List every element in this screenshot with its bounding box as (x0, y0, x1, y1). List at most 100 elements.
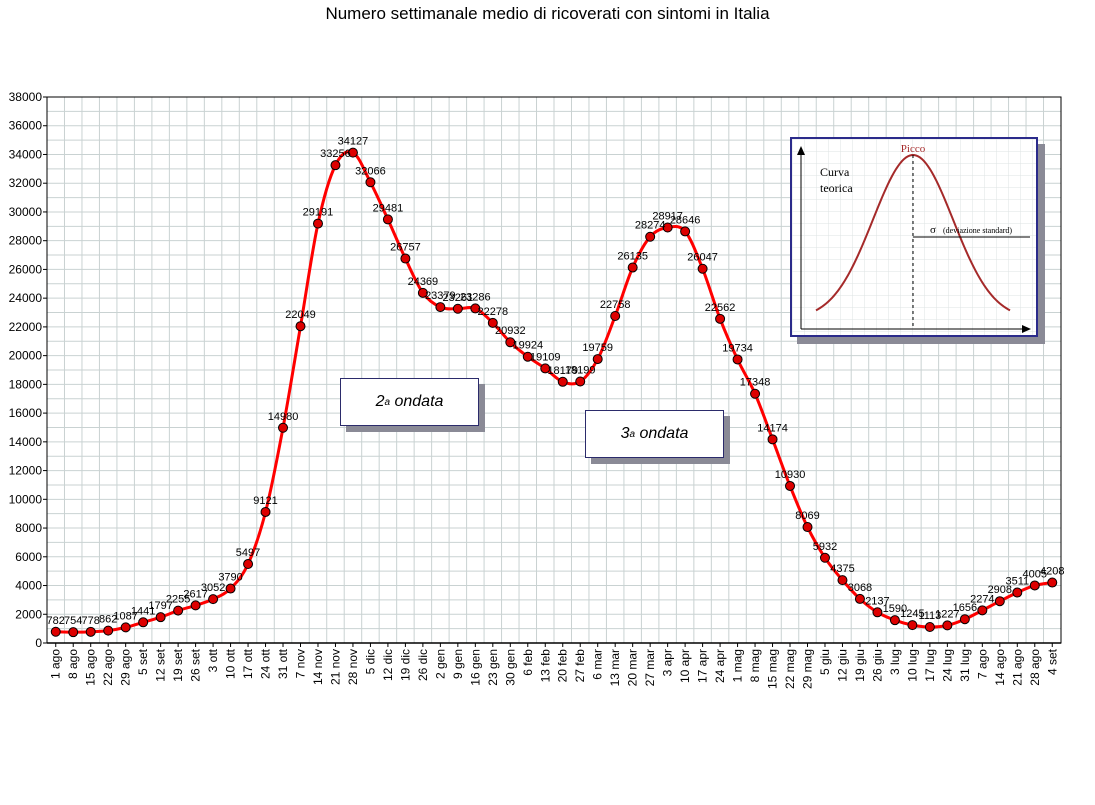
x-tick-label: 21 nov (328, 649, 342, 685)
x-tick-label: 20 feb (556, 649, 570, 683)
chart-title: Numero settimanale medio di ricoverati c… (325, 4, 770, 23)
y-tick-label: 26000 (9, 262, 43, 276)
x-tick-label: 26 dic (416, 649, 430, 681)
data-point (540, 363, 551, 374)
annotation-wave-2-number: 2 (375, 393, 385, 410)
x-tick-label: 27 mar (643, 649, 657, 686)
annotation-wave-3-superscript: a (629, 428, 636, 440)
x-tick-label: 13 mar (608, 649, 622, 686)
x-tick-label: 30 gen (503, 649, 517, 686)
data-label: 1590 (883, 603, 907, 615)
y-tick-label: 16000 (9, 406, 43, 420)
x-tick-label: 8 mag (748, 649, 762, 682)
y-tick-label: 8000 (15, 521, 42, 535)
data-label: 33256 (320, 148, 351, 160)
data-point (173, 605, 184, 616)
data-point (697, 263, 708, 274)
x-tick-label: 5 dic (363, 649, 377, 674)
data-point (942, 620, 953, 631)
data-label: 2137 (865, 595, 889, 607)
inset-sigma-label: (deviazione standard) (943, 226, 1012, 235)
data-point (610, 311, 621, 322)
data-label: 29191 (303, 207, 334, 219)
x-tick-label: 31 lug (958, 649, 972, 682)
data-label: 32066 (355, 165, 386, 177)
inset-y-axis-arrow-icon (797, 146, 805, 155)
data-label: 1441 (131, 605, 155, 617)
x-tick-label: 10 apr (678, 649, 692, 683)
data-point (680, 226, 691, 237)
data-label: 4005 (1023, 568, 1047, 580)
data-label: 19109 (530, 351, 561, 363)
data-label: 10930 (775, 469, 806, 481)
data-label: 26047 (687, 252, 718, 264)
x-tick-label: 19 set (171, 648, 185, 681)
data-point (1029, 580, 1040, 591)
data-label: 23379 (425, 290, 456, 302)
y-tick-label: 34000 (9, 147, 43, 161)
data-point (243, 559, 254, 570)
data-point (103, 625, 114, 636)
x-tick-label: 14 nov (311, 649, 325, 685)
data-label: 1245 (900, 608, 924, 620)
y-tick-label: 0 (35, 636, 42, 650)
data-label: 2255 (166, 594, 190, 606)
x-tick-label: 28 nov (346, 649, 360, 685)
data-label: 5497 (236, 547, 260, 559)
data-point (417, 287, 428, 298)
data-label: 862 (99, 614, 117, 626)
x-tick-label: 13 feb (538, 649, 552, 683)
data-label: 22278 (478, 306, 509, 318)
x-tick-label: 22 mag (783, 649, 797, 689)
x-tick-label: 26 giu (870, 649, 884, 682)
data-point (487, 317, 498, 328)
data-label: 29481 (373, 202, 404, 214)
x-tick-label: 15 mag (766, 649, 780, 689)
data-label: 28917 (652, 211, 683, 223)
data-point (645, 231, 656, 242)
x-tick-label: 12 dic (381, 649, 395, 681)
y-tick-label: 4000 (15, 579, 42, 593)
data-point (50, 626, 61, 637)
data-point (260, 506, 271, 517)
x-tick-label: 10 ott (224, 648, 238, 679)
data-point (225, 583, 236, 594)
data-label: 18199 (565, 365, 596, 377)
annotation-wave-3-text: ondata (635, 425, 689, 442)
y-tick-label: 36000 (9, 119, 43, 133)
x-tick-label: 17 lug (923, 649, 937, 682)
inset-curve-label-line1: Curva (820, 165, 850, 179)
data-point (802, 522, 813, 533)
annotation-wave-2-superscript: a (384, 396, 391, 408)
data-label: 20932 (495, 325, 526, 337)
y-tick-label: 12000 (9, 464, 43, 478)
data-point (924, 622, 935, 633)
x-tick-label: 31 ott (276, 648, 290, 679)
data-label: 3511 (1005, 576, 1029, 588)
data-point (347, 147, 358, 158)
x-tick-label: 6 feb (521, 649, 535, 676)
data-label: 19759 (582, 342, 613, 354)
data-label: 14980 (268, 411, 299, 423)
data-point (120, 622, 131, 633)
inset-peak-label: Picco (901, 143, 926, 155)
x-tick-label: 8 ago (66, 649, 80, 679)
data-point (994, 596, 1005, 607)
x-tick-label: 4 set (1045, 648, 1059, 675)
data-label: 3068 (848, 582, 872, 594)
data-label: 5932 (813, 541, 837, 553)
data-label: 19734 (722, 342, 753, 354)
x-tick-label: 20 mar (626, 649, 640, 686)
data-label: 4208 (1040, 566, 1064, 578)
x-tick-label: 28 ago (1028, 649, 1042, 686)
x-tick-label: 29 mag (801, 649, 815, 689)
data-point (68, 627, 79, 638)
data-label: 1656 (953, 602, 977, 614)
data-label: 782 (47, 615, 65, 627)
data-point (627, 262, 638, 273)
data-point (522, 351, 533, 362)
data-point (505, 337, 516, 348)
data-label: 23286 (460, 291, 491, 303)
